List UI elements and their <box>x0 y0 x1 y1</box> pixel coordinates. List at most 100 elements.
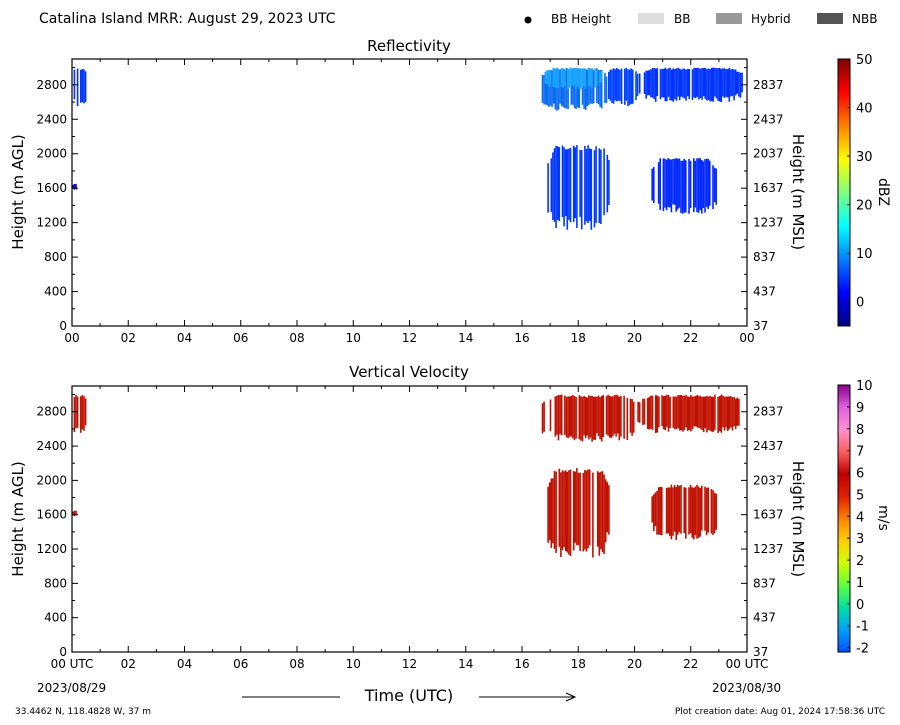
time-axis-label: Time (UTC) <box>364 686 453 705</box>
reflectivity-colorbar: 0 10 20 30 40 50 <box>837 53 873 327</box>
colorbar-tick-label: 0 <box>856 598 864 613</box>
echo-strip <box>659 486 661 535</box>
echo-strip <box>563 147 565 227</box>
y-tick-label-right: 2437 <box>753 439 784 453</box>
echo-strip <box>570 69 573 105</box>
echo-strip <box>704 486 706 531</box>
echo-strip <box>677 67 679 97</box>
echo-strip <box>598 472 601 556</box>
echo-strip <box>661 395 663 427</box>
echo-strip <box>702 68 705 97</box>
echo-strip <box>696 394 699 428</box>
echo-strip <box>628 69 631 106</box>
echo-strip <box>638 73 641 94</box>
echo-strip <box>564 70 566 109</box>
colorbar-tick-label: 3 <box>856 532 864 547</box>
y-tick-label: 2400 <box>36 439 67 453</box>
echo-strip <box>73 397 76 433</box>
echo-strip <box>686 69 689 97</box>
echo-strip <box>709 396 711 431</box>
echo-strip <box>664 158 666 208</box>
y-tick-label: 1600 <box>36 508 67 522</box>
colorbar-tick-label: 6 <box>856 467 864 482</box>
echo-strip <box>675 396 678 430</box>
x-tick-label: 00 <box>64 331 79 345</box>
echo-strip <box>575 397 577 439</box>
colorbar-tick-label: 40 <box>856 102 873 117</box>
colorbar-tick-label: 8 <box>856 423 864 438</box>
velocity-title: Vertical Velocity <box>349 363 469 381</box>
echo-strip <box>623 395 625 439</box>
echo-strip <box>564 470 567 551</box>
echo-strip <box>635 71 637 101</box>
echo-strip <box>81 395 84 430</box>
echo-strip <box>547 163 549 213</box>
echo-strip <box>670 69 673 101</box>
echo-strip <box>588 469 591 546</box>
echo-strip <box>717 68 719 101</box>
echo-strip <box>603 148 605 216</box>
echo-strip <box>693 158 695 212</box>
echo-strip <box>654 68 657 102</box>
velocity-ylabel-right: Height (m MSL) <box>789 461 807 577</box>
echo-strip <box>693 487 695 540</box>
echo-strip <box>600 149 602 224</box>
echo-strip <box>720 394 723 433</box>
echo-strip <box>608 159 610 205</box>
echo-strip <box>560 394 563 436</box>
x-tick-label: 02 <box>121 657 136 671</box>
colorbar-tick-label: 7 <box>856 445 864 460</box>
y-tick-label: 1200 <box>36 216 67 230</box>
echo-strip <box>568 68 571 88</box>
echo-strip <box>736 71 739 94</box>
echo-strip <box>84 398 87 426</box>
echo-strip <box>667 68 670 97</box>
echo-strip <box>685 487 687 539</box>
echo-strip <box>577 472 580 546</box>
colorbar-tick-label: -1 <box>856 620 869 635</box>
echo-strip <box>637 401 639 422</box>
echo-strip <box>557 69 560 110</box>
echo-strip <box>579 68 582 90</box>
colorbar-tick-label: 30 <box>856 150 873 165</box>
echo-strip <box>612 396 614 437</box>
echo-strip <box>548 70 550 107</box>
echo-strip <box>594 68 596 88</box>
echo-strip <box>554 396 557 437</box>
echo-strip <box>630 68 632 104</box>
echo-strip <box>689 485 692 534</box>
plot-frame <box>71 58 748 327</box>
x-tick-label: 08 <box>289 331 304 345</box>
velocity-colorbar: -2 -1 0 1 2 3 4 5 6 7 8 9 10 <box>837 379 873 657</box>
x-tick-label: 08 <box>289 657 304 671</box>
echo-strip <box>696 158 698 212</box>
echo-strip <box>568 470 570 555</box>
echo-strip <box>731 69 734 97</box>
echo-strip <box>698 68 700 100</box>
echo-strip <box>650 69 652 98</box>
echo-strip <box>589 70 592 104</box>
echo-strip <box>736 397 739 426</box>
echo-strip <box>657 487 660 535</box>
echo-strip <box>658 396 660 428</box>
echo-strip <box>653 494 655 531</box>
echo-strip <box>583 395 585 436</box>
echo-strip <box>706 395 708 433</box>
echo-strip <box>691 396 694 430</box>
echo-strip <box>543 75 545 105</box>
echo-strip <box>699 68 702 98</box>
echo-strip <box>694 67 697 99</box>
echo-strip <box>616 395 619 434</box>
y-tick-label: 2800 <box>36 78 67 92</box>
echo-strip <box>606 154 609 213</box>
velocity-ylabel: Height (m AGL) <box>9 461 27 576</box>
echo-strip <box>593 150 596 228</box>
colorbar-tick-label: 4 <box>856 510 864 525</box>
echo-strip <box>738 71 740 97</box>
colorbar-tick-label: 20 <box>856 199 873 214</box>
echo-strip <box>715 493 717 530</box>
echo-strip <box>714 67 716 97</box>
echo-strip <box>574 147 577 219</box>
echo-strip <box>638 402 641 423</box>
